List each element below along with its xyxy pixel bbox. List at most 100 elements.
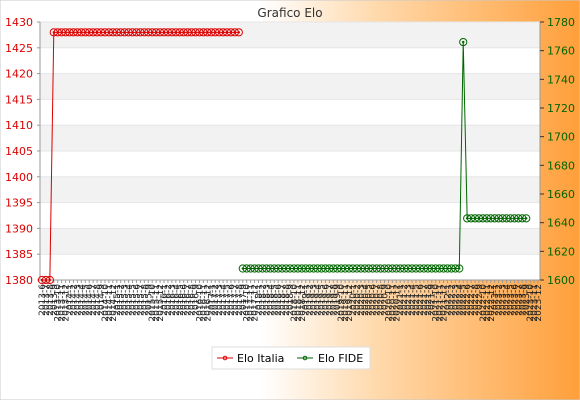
x-tick-label: 2021-5 [412, 284, 422, 316]
x-tick-label: 2020-9 [380, 284, 390, 316]
legend-label-elo-fide: Elo FIDE [318, 352, 363, 365]
x-tick-label: 2017-3 [215, 284, 225, 316]
x-tick-label: 2014-6 [85, 284, 95, 316]
x-tick-label: 2019-5 [317, 284, 327, 316]
x-tick-label: 2018-11 [294, 284, 304, 322]
x-tick-label: 2018-3 [262, 284, 272, 316]
x-tick-label: 2018-4 [266, 284, 276, 316]
x-tick-label: 2018-7 [278, 284, 288, 316]
x-tick-label: 2013-10 [54, 284, 64, 322]
x-tick-label: 2022-7 [467, 284, 477, 316]
x-tick-label: 2015-7 [136, 284, 146, 316]
right-tick-label: 1600 [547, 274, 575, 287]
x-tick-label: 2022-2 [447, 284, 457, 316]
x-tick-label: 2021-7 [420, 284, 430, 316]
x-tick-label: 2018-1 [255, 284, 265, 316]
x-tick-label: 2016-9 [192, 284, 202, 316]
left-tick-label: 1395 [5, 197, 33, 210]
x-tick-label: 2014-10 [101, 284, 111, 322]
x-tick-label: 2019-10 [337, 284, 347, 322]
x-tick-label: 2020-5 [365, 284, 375, 316]
x-tick-label: 2017-1 [207, 284, 217, 316]
legend-box [211, 346, 371, 370]
x-tick-label: 2020-12 [392, 284, 402, 322]
x-tick-label: 2013-12 [62, 284, 72, 322]
x-tick-label: 2022-1 [443, 284, 453, 316]
x-tick-label: 2020-4 [361, 284, 371, 316]
x-tick-label: 2022-8 [471, 284, 481, 316]
x-tick-label: 2016-8 [188, 284, 198, 316]
x-tick-label: 2018-9 [286, 284, 296, 316]
left-tick-label: 1430 [5, 16, 33, 29]
x-tick-label: 2021-1 [396, 284, 406, 316]
x-axis: 2013-62013-72013-82013-92013-102013-1120… [38, 279, 544, 322]
data-point-core-elo-fide [525, 217, 528, 220]
x-tick-label: 2014-3 [73, 284, 83, 316]
x-tick-label: 2018-8 [282, 284, 292, 316]
left-tick-label: 1420 [5, 68, 33, 81]
right-tick-label: 1760 [547, 45, 575, 58]
x-tick-label: 2013-8 [46, 284, 56, 316]
x-tick-label: 2014-2 [69, 284, 79, 316]
x-tick-label: 2023-12 [534, 284, 544, 322]
x-tick-label: 2020-3 [357, 284, 367, 316]
x-tick-label: 2021-11 [436, 284, 446, 322]
grid-lines [40, 21, 540, 281]
x-tick-label: 2021-2 [400, 284, 410, 316]
x-tick-label: 2015-1 [113, 284, 123, 316]
x-tick-label: 2015-12 [156, 284, 166, 322]
right-tick-label: 1620 [547, 245, 575, 258]
x-tick-label: 2021-3 [404, 284, 414, 316]
right-tick-label: 1660 [547, 188, 575, 201]
x-tick-label: 2016-11 [199, 284, 209, 322]
x-tick-label: 2023-1 [491, 284, 501, 316]
x-tick-label: 2022-4 [455, 284, 465, 316]
legend: Elo Italia Elo FIDE [211, 346, 371, 370]
x-tick-label: 2021-8 [424, 284, 434, 316]
x-tick-label: 2015-8 [140, 284, 150, 316]
x-tick-label: 2021-9 [428, 284, 438, 316]
data-point-core-elo-fide [458, 267, 461, 270]
x-tick-label: 2023-4 [503, 284, 513, 316]
right-tick-label: 1640 [547, 217, 575, 230]
x-tick-label: 2017-11 [247, 284, 257, 322]
x-tick-label: 2015-6 [132, 284, 142, 316]
x-tick-label: 2020-2 [353, 284, 363, 316]
x-tick-label: 2023-2 [495, 284, 505, 316]
x-tick-label: 2018-12 [298, 284, 308, 322]
x-tick-label: 2021-10 [432, 284, 442, 322]
legend-label-elo-italia: Elo Italia [237, 352, 284, 365]
x-tick-label: 2017-4 [219, 284, 229, 316]
left-axis: 1380 1385 1390 1395 1400 1405 1410 1415 1420 1425… [5, 16, 41, 287]
x-tick-label: 2020-11 [388, 284, 398, 322]
x-tick-label: 2022-10 [479, 284, 489, 322]
x-tick-label: 2014-4 [77, 284, 87, 316]
x-tick-label: 2019-9 [333, 284, 343, 316]
x-tick-label: 2020-7 [373, 284, 383, 316]
x-tick-label: 2014-7 [89, 284, 99, 316]
x-tick-label: 2015-5 [129, 284, 139, 316]
x-tick-label: 2016-12 [203, 284, 213, 322]
x-tick-label: 2019-2 [306, 284, 316, 316]
x-tick-label: 2023-7 [514, 284, 524, 316]
left-tick-label: 1385 [5, 248, 33, 261]
x-tick-label: 2016-2 [164, 284, 174, 316]
x-tick-label: 2023-11 [530, 284, 540, 322]
data-point-elo-italia [234, 28, 243, 37]
x-tick-label: 2019-4 [314, 284, 324, 316]
x-tick-label: 2017-5 [223, 284, 233, 316]
x-tick-label: 2013-6 [38, 284, 48, 316]
left-tick-label: 1410 [5, 119, 33, 132]
x-tick-label: 2013-11 [58, 284, 68, 322]
x-tick-label: 2016-3 [168, 284, 178, 316]
x-tick-label: 2022-11 [483, 284, 493, 322]
x-tick-label: 2015-3 [121, 284, 131, 316]
left-tick-label: 1415 [5, 93, 33, 106]
x-tick-label: 2017-7 [231, 284, 241, 316]
x-tick-label: 2023-3 [499, 284, 509, 316]
x-tick-label: 2020-1 [349, 284, 359, 316]
x-tick-label: 2021-6 [416, 284, 426, 316]
data-point-elo-italia [45, 275, 54, 285]
x-tick-label: 2021-12 [440, 284, 450, 322]
